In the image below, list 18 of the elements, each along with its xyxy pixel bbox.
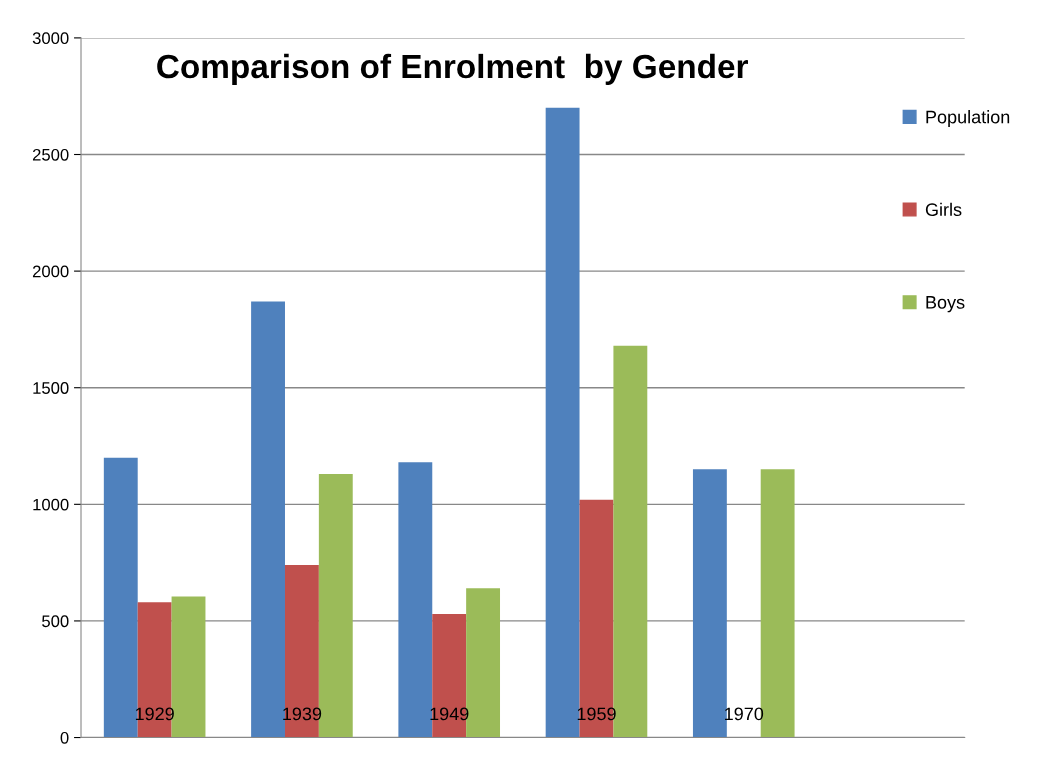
- bar: [579, 499, 614, 738]
- y-tick-label: 2000: [32, 265, 69, 278]
- bar: [432, 613, 467, 738]
- y-tick-label: 500: [42, 615, 69, 628]
- y-tick-label: 1000: [33, 498, 69, 511]
- y-tick-label: 1500: [33, 382, 69, 394]
- y-tick-label: 2500: [32, 148, 69, 161]
- bar: [251, 301, 285, 738]
- legend-label: Population: [926, 110, 1010, 127]
- bar: [692, 469, 727, 738]
- bar: [137, 602, 172, 738]
- y-tick-label: 3000: [32, 32, 69, 45]
- bar: [103, 457, 138, 738]
- y-tick-label: 0: [60, 731, 69, 744]
- chart-title: Comparison of Enrolment by Gender: [157, 53, 748, 85]
- bar: [284, 564, 319, 738]
- legend-label: Girls: [925, 202, 962, 217]
- legend-label: Boys: [926, 296, 965, 313]
